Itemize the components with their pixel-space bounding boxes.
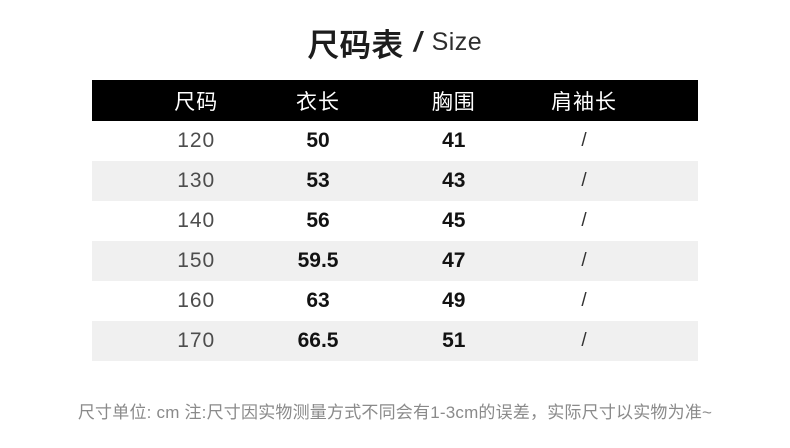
header-cell-length: 衣长: [296, 90, 341, 114]
cell-size: 170: [177, 329, 216, 352]
cell-chest: 45: [442, 209, 466, 232]
header-cell-chest: 胸围: [431, 90, 476, 114]
cell-size: 120: [177, 129, 216, 152]
title-separator: /: [413, 26, 422, 57]
cell-size: 130: [177, 169, 216, 192]
cell-shoulder-sleeve: /: [581, 170, 587, 191]
cell-length: 53: [306, 169, 330, 192]
table-row: 150 59.5 47 /: [92, 241, 698, 281]
table-header-row: 尺码 衣长 胸围 肩袖长: [92, 80, 698, 121]
header-cell-size: 尺码: [174, 90, 219, 114]
table-row: 170 66.5 51 /: [92, 321, 698, 361]
cell-chest: 49: [442, 289, 466, 312]
cell-chest: 51: [442, 329, 466, 352]
cell-chest: 43: [442, 169, 466, 192]
cell-length: 56: [306, 209, 330, 232]
table-row: 140 56 45 /: [92, 201, 698, 241]
footer-note: 尺寸单位: cm 注:尺寸因实物测量方式不同会有1-3cm的误差，实际尺寸以实物…: [77, 403, 713, 422]
table-row: 160 63 49 /: [92, 281, 698, 321]
cell-length: 50: [306, 129, 330, 152]
cell-chest: 47: [442, 249, 466, 272]
cell-size: 140: [177, 209, 216, 232]
table-row: 120 50 41 /: [92, 121, 698, 161]
title-main: 尺码表: [307, 27, 404, 63]
title-subtitle: Size: [431, 27, 483, 56]
cell-length: 59.5: [297, 249, 339, 272]
cell-length: 66.5: [297, 329, 339, 352]
cell-length: 63: [306, 289, 330, 312]
cell-shoulder-sleeve: /: [581, 330, 587, 351]
cell-shoulder-sleeve: /: [581, 130, 587, 151]
page-title: 尺码表 / Size: [0, 20, 790, 64]
table-row: 130 53 43 /: [92, 161, 698, 201]
cell-shoulder-sleeve: /: [581, 210, 587, 231]
cell-size: 160: [177, 289, 216, 312]
cell-shoulder-sleeve: /: [581, 250, 587, 271]
header-cell-shoulder-sleeve: 肩袖长: [551, 90, 618, 114]
cell-shoulder-sleeve: /: [581, 290, 587, 311]
cell-size: 150: [177, 249, 216, 272]
cell-chest: 41: [442, 129, 466, 152]
size-table: 尺码 衣长 胸围 肩袖长 120 50 41 / 130 53 43 / 140…: [92, 80, 698, 361]
